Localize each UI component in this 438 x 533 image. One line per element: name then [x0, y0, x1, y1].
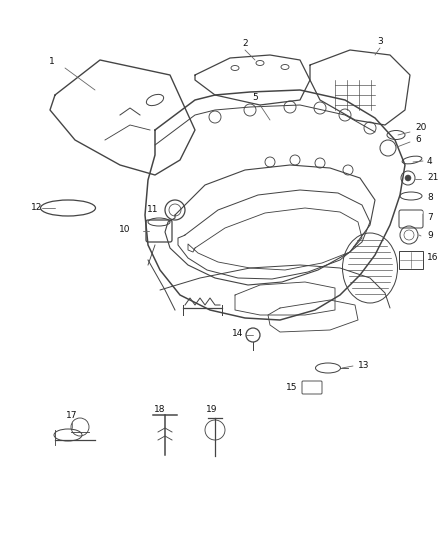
Text: 9: 9 [427, 231, 433, 240]
Text: 19: 19 [206, 406, 218, 415]
Text: 6: 6 [415, 135, 421, 144]
Circle shape [405, 175, 411, 181]
Text: 7: 7 [427, 214, 433, 222]
Text: 14: 14 [232, 328, 244, 337]
Text: 21: 21 [427, 174, 438, 182]
Text: 12: 12 [31, 204, 42, 213]
Text: 16: 16 [427, 254, 438, 262]
Text: 18: 18 [154, 406, 166, 415]
Text: 8: 8 [427, 192, 433, 201]
Text: 3: 3 [377, 37, 383, 46]
Text: 2: 2 [242, 39, 248, 49]
Text: 10: 10 [119, 225, 130, 235]
Text: 11: 11 [146, 206, 158, 214]
Text: 20: 20 [415, 124, 426, 133]
Text: 1: 1 [49, 58, 55, 67]
Text: 5: 5 [252, 93, 258, 102]
Text: 13: 13 [358, 360, 370, 369]
Text: 15: 15 [286, 384, 297, 392]
Text: 17: 17 [66, 410, 78, 419]
Text: 4: 4 [427, 157, 433, 166]
